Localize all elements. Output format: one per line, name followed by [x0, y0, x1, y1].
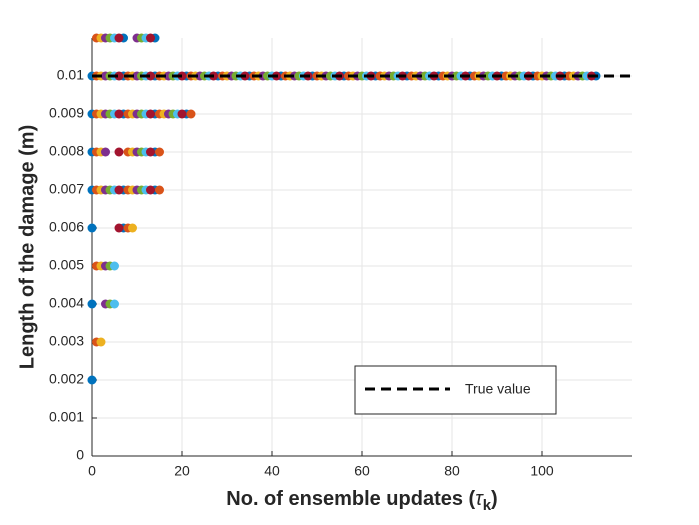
point	[110, 261, 119, 271]
point	[155, 185, 164, 195]
point	[114, 147, 124, 157]
point	[177, 109, 187, 119]
point	[114, 223, 124, 233]
x-tick-label: 20	[174, 463, 190, 479]
x-tick-label: 40	[264, 463, 280, 479]
y-tick-label: 0.003	[49, 333, 84, 349]
point	[146, 71, 155, 81]
point	[146, 109, 155, 119]
y-tick-label: 0.01	[57, 67, 84, 83]
x-tick-label: 0	[88, 463, 96, 479]
y-axis-label: Length of the damage (m)	[16, 125, 38, 369]
point	[110, 299, 119, 309]
x-tick-label: 80	[444, 463, 460, 479]
x-label-sub: k	[483, 497, 492, 514]
x-label-text: No. of ensemble updates (	[226, 488, 475, 510]
point	[114, 71, 124, 81]
point	[114, 185, 124, 195]
point	[128, 223, 137, 233]
y-tick-label: 0.008	[49, 143, 84, 159]
y-tick-label: 0.007	[49, 181, 84, 197]
x-tick-label: 100	[530, 463, 554, 479]
x-label-symbol: τ	[475, 488, 484, 510]
x-label-end: )	[491, 488, 498, 510]
point	[146, 185, 155, 195]
y-tick-label: 0.002	[49, 371, 84, 387]
y-tick-label: 0	[76, 447, 84, 463]
x-axis-label: No. of ensemble updates (τk)	[226, 488, 497, 514]
y-tick-label: 0.006	[49, 219, 84, 235]
x-tick-label: 60	[354, 463, 370, 479]
point	[146, 147, 155, 157]
point	[186, 109, 196, 119]
point	[87, 299, 97, 309]
y-tick-label: 0.009	[49, 105, 84, 121]
y-tick-label: 0.005	[49, 257, 84, 273]
point	[87, 223, 97, 233]
y-tick-label: 0.004	[49, 295, 84, 311]
point	[146, 33, 155, 43]
point	[114, 109, 124, 119]
point	[155, 147, 164, 157]
legend-label: True value	[465, 381, 531, 397]
y-tick-label: 0.001	[49, 409, 84, 425]
point	[96, 337, 106, 347]
point	[101, 147, 110, 157]
point	[114, 33, 124, 43]
point	[87, 375, 97, 385]
